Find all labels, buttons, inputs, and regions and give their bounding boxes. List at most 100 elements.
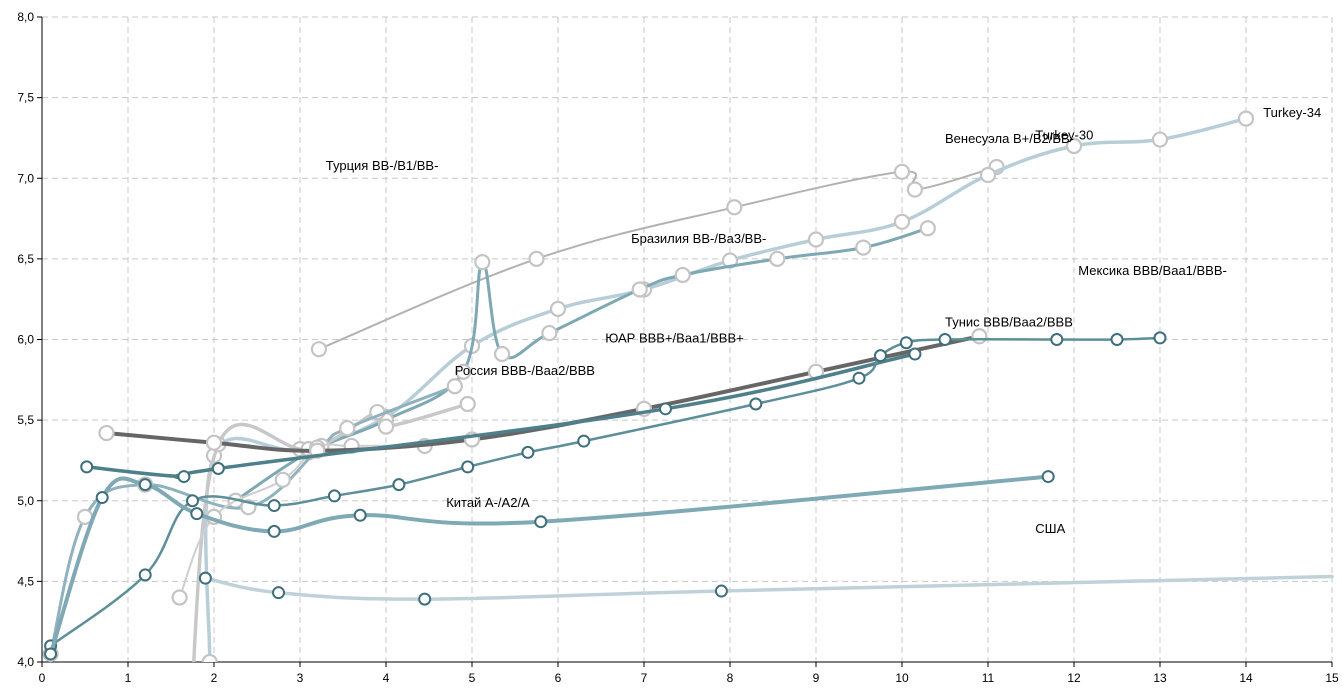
data-point [267, 524, 281, 538]
data-point [171, 589, 188, 606]
data-point [807, 231, 825, 248]
data-point [98, 424, 115, 442]
y-tick-label: 6,5 [17, 252, 34, 266]
data-point [418, 592, 432, 606]
data-point [44, 647, 58, 661]
data-point [205, 434, 223, 451]
series-0 [310, 158, 1005, 358]
data-point [769, 250, 786, 267]
data-point [534, 515, 548, 529]
data-point [392, 478, 406, 492]
data-point [1065, 137, 1083, 155]
series-line [104, 334, 982, 453]
tick-labels: 0 1 2 3 4 5 6 7 8 9 10 11 12 13 14 154,04,55,05,56,06,5… [17, 10, 1339, 685]
data-point [749, 397, 763, 411]
data-point [541, 324, 558, 342]
data-point [521, 445, 535, 459]
data-point [211, 462, 225, 475]
data-point [201, 653, 218, 662]
data-point [177, 470, 191, 484]
data-point [714, 584, 728, 598]
series-annotation: ЮАР BBB+/Baa1/BBB+ [605, 331, 743, 346]
data-point [919, 220, 936, 237]
data-point [577, 434, 591, 448]
data-point [1153, 331, 1167, 345]
data-point [1237, 110, 1255, 127]
x-tick-label: 5 [469, 671, 476, 685]
x-tick-label: 13 [1153, 671, 1167, 685]
data-point [186, 494, 199, 508]
data-point [971, 328, 988, 345]
data-point [1050, 333, 1064, 346]
data-point [906, 181, 924, 198]
data-point [198, 571, 212, 585]
series-line [317, 166, 998, 351]
data-point [631, 281, 648, 298]
data-point [80, 460, 94, 474]
x-tick-label: 1 [125, 671, 132, 685]
data-point [377, 418, 395, 435]
series-layer [42, 110, 1334, 662]
grid [42, 16, 1333, 662]
series-annotation: США [1035, 521, 1065, 536]
series-annotation: Россия BBB-/Baa2/BBB [455, 363, 595, 378]
x-tick-label: 14 [1239, 671, 1253, 685]
x-tick-label: 15 [1325, 671, 1339, 685]
series-annotation: Turkey-30 [1035, 128, 1093, 143]
y-tick-label: 8,0 [17, 10, 34, 24]
data-point [938, 333, 952, 346]
series-annotation: Тунис BBB/Baa2/BBB [945, 315, 1073, 330]
series-annotation: Turkey-34 [1263, 105, 1321, 120]
data-point [474, 254, 491, 271]
data-point [726, 199, 743, 216]
data-point [190, 507, 204, 521]
data-point [455, 363, 472, 380]
series-annotation: Мексика BBB/Baa1/BBB- [1078, 263, 1227, 278]
data-point [899, 336, 913, 350]
axes [37, 16, 1333, 667]
series-annotation: Венесуэла B+/B2/BB- [945, 131, 1074, 146]
data-point [659, 402, 672, 416]
x-tick-label: 3 [297, 671, 304, 685]
x-tick-label: 12 [1067, 671, 1081, 685]
data-point [461, 460, 475, 474]
data-point [138, 478, 152, 492]
data-point [267, 499, 281, 513]
x-tick-label: 4 [383, 671, 390, 685]
data-point [908, 347, 922, 361]
y-tick-label: 4,5 [17, 574, 34, 588]
data-point [893, 213, 911, 230]
data-point [549, 300, 567, 317]
data-point [1151, 131, 1169, 148]
x-tick-label: 8 [727, 671, 734, 685]
series-7 [80, 347, 922, 484]
y-tick-label: 6,0 [17, 333, 34, 347]
data-point [494, 345, 511, 363]
series-line [48, 474, 1051, 656]
data-point [855, 239, 872, 256]
series-annotation: Турция BB-/B1/BB- [326, 158, 439, 173]
annotations: Турция BB-/B1/BB-Венесуэла B+/B2/BB-Turk… [326, 105, 1321, 536]
series-annotation: Бразилия BB-/Ba3/BB- [631, 231, 766, 246]
data-point [327, 489, 341, 503]
x-tick-label: 6 [555, 671, 562, 685]
series-10 [198, 571, 1334, 606]
series-line [203, 574, 1334, 601]
data-point [138, 568, 152, 582]
series-4 [42, 378, 463, 662]
x-tick-label: 11 [982, 671, 995, 685]
data-point [459, 395, 476, 413]
series-8 [44, 331, 1167, 653]
x-tick-label: 0 [39, 671, 46, 685]
data-point [274, 471, 291, 488]
data-point [272, 586, 285, 600]
data-point [893, 163, 911, 180]
data-point [353, 508, 367, 522]
x-tick-label: 10 [895, 671, 909, 685]
data-point [674, 266, 691, 284]
x-tick-label: 9 [813, 671, 820, 685]
data-point [446, 378, 463, 395]
series-annotation: Китай A-/A2/A [446, 495, 530, 510]
series-line [49, 336, 1162, 648]
